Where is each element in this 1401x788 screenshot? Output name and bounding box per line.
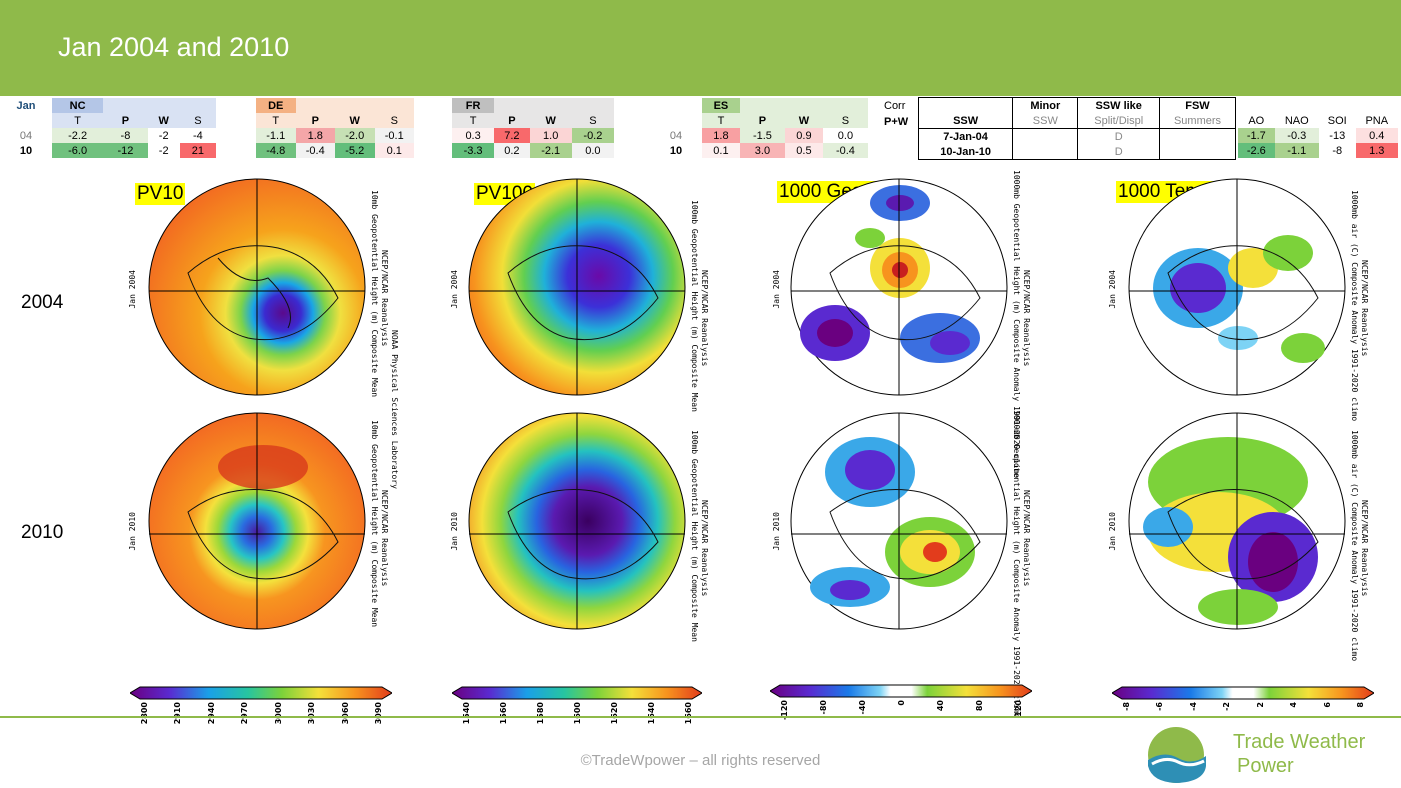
map-title: 1000mb Geopotential Height (m) Composite… xyxy=(1012,170,1021,479)
colorbar-tick-label: 4 xyxy=(1289,702,1299,708)
map-date: Jan 2010 xyxy=(450,512,459,551)
footer-divider xyxy=(0,716,1401,718)
map-date: Jan 2010 xyxy=(772,512,781,551)
map-date: Jan 2004 xyxy=(1108,270,1117,309)
colorbar-temp: -8 -6 -4 -2 2 4 6 8 xyxy=(1111,686,1375,720)
year-label-2004: 2004 xyxy=(21,292,64,313)
colorbar-tick-label: 2940 xyxy=(206,702,216,725)
map-temp-2004 xyxy=(1128,178,1346,396)
colorbar-tick-label: 120 xyxy=(1014,700,1023,717)
map-temp-2010 xyxy=(1128,412,1346,630)
brand-name: Trade Weather Power xyxy=(1233,731,1366,777)
map-geopot-2010 xyxy=(790,412,1008,630)
map-title: 100mb Geopotential Height (m) Composite … xyxy=(690,430,699,642)
map-title: 1000mb air (C) Composite Anomaly 1991-20… xyxy=(1350,190,1359,422)
colorbar-tick-label: 2910 xyxy=(173,702,183,725)
region-name: FR xyxy=(452,98,495,113)
colorbar-pv100: 1540 1560 1580 1600 1620 1640 1660 xyxy=(451,686,703,724)
map-title: 1000mb Geopotential Height (m) Composite… xyxy=(1012,410,1021,719)
map-source: NCEP/NCAR Reanalysis xyxy=(700,270,709,367)
table-row: -3.3 0.2 -2.1 0.0 xyxy=(452,143,614,158)
table-fr: FR T P W S 0.3 7.2 1.0 -0.2 -3.3 0.2 -2.… xyxy=(452,98,614,158)
map-date: Jan 2004 xyxy=(128,270,137,309)
header-banner: Jan 2004 and 2010 xyxy=(0,0,1401,96)
region-name: ES xyxy=(702,98,740,113)
table-row: -4.8 -0.4 -5.2 0.1 xyxy=(256,143,414,158)
colorbar-tick-label: -80 xyxy=(819,700,828,715)
colorbar-pv10: 2800 2910 2940 2970 3000 3030 3060 3090 xyxy=(129,686,393,724)
map-geopot-2004 xyxy=(790,178,1008,396)
page-title: Jan 2004 and 2010 xyxy=(58,32,290,62)
colorbar-tick-label: 2970 xyxy=(240,702,250,725)
colorbar-tick-label: 40 xyxy=(936,700,945,712)
region-name: NC xyxy=(52,98,104,113)
brand-logo xyxy=(1148,727,1206,783)
table-row: 10-Jan-10 D xyxy=(918,144,1237,160)
map-pv100-2010 xyxy=(468,412,686,630)
colorbar-tick-label: 0 xyxy=(897,700,906,706)
map-pv10-2010 xyxy=(148,412,366,630)
map-title: 10mb Geopotential Height (m) Composite M… xyxy=(370,420,379,628)
map-date: Jan 2010 xyxy=(128,512,137,551)
map-source: NCEP/NCAR Reanalysis xyxy=(380,250,389,347)
panel-label-pv10: PV10 xyxy=(135,183,186,205)
colorbar-tick-label: -2 xyxy=(1222,702,1232,711)
map-source: NCEP/NCAR Reanalysis xyxy=(1360,500,1369,597)
map-pv100-2004 xyxy=(468,178,686,396)
map-source: NCEP/NCAR Reanalysis xyxy=(1022,270,1031,367)
map-source: NCEP/NCAR Reanalysis xyxy=(700,500,709,597)
colorbar-geopot: -120 -80 -40 0 40 80 120 xyxy=(769,684,1033,720)
month-label: Jan xyxy=(16,99,36,112)
table-row: -2.6 -1.1 -8 1.3 xyxy=(1238,143,1398,158)
colorbar-tick-label: 80 xyxy=(975,700,984,712)
colorbar-tick-label: 3030 xyxy=(307,702,317,725)
map-date: Jan 2004 xyxy=(450,270,459,309)
map-date: Jan 2010 xyxy=(1108,512,1117,551)
map-source: NCEP/NCAR Reanalysis xyxy=(1022,490,1031,587)
table-row: 0.3 7.2 1.0 -0.2 xyxy=(452,128,614,143)
region-name: DE xyxy=(256,98,296,113)
colorbar-tick-label: 3000 xyxy=(273,702,283,725)
map-source: NCEP/NCAR Reanalysis xyxy=(380,490,389,587)
colorbar-tick-label: 1540 xyxy=(462,702,471,725)
map-lab: NOAA Physical Sciences Laboratory xyxy=(390,330,399,489)
table-row: 04 1.8 -1.5 0.9 0.0 xyxy=(669,128,854,143)
colorbar-tick-label: 8 xyxy=(1356,702,1365,708)
colorbar-tick-label: -40 xyxy=(858,700,867,715)
table-row: -1.1 1.8 -2.0 -0.1 xyxy=(256,128,414,143)
table-row: 10 0.1 3.0 0.5 -0.4 xyxy=(650,143,868,158)
colorbar-tick-label: 3060 xyxy=(340,702,350,725)
colorbar-tick-label: 6 xyxy=(1322,702,1332,708)
table-row: 7-Jan-04 D xyxy=(918,128,1237,144)
colorbar-tick-label: 1580 xyxy=(536,702,545,725)
colorbar-tick-label: -8 xyxy=(1122,702,1131,711)
table-row: -1.7 -0.3 -13 0.4 xyxy=(1238,128,1398,143)
map-title: 10mb Geopotential Height (m) Composite M… xyxy=(370,190,379,398)
colorbar-tick-label: 1600 xyxy=(573,702,582,725)
map-pv10-2004 xyxy=(148,178,366,396)
table-row: 10 -6.0 -12 -2 21 xyxy=(0,143,216,158)
colorbar-tick-label: 1660 xyxy=(684,702,693,725)
table-es: ES T P W S 04 1.8 -1.5 0.9 0.0 10 0.1 3.… xyxy=(650,98,868,158)
table-nc: Jan NC T P W S 04 -2.2 -8 -2 -4 10 -6.0 … xyxy=(0,98,216,158)
colorbar-tick-label: -6 xyxy=(1155,702,1165,711)
colorbar-tick-label: 1640 xyxy=(647,702,656,725)
colorbar-tick-label: 2 xyxy=(1255,702,1265,708)
table-row: 04 -2.2 -8 -2 -4 xyxy=(19,128,203,143)
colorbar-tick-label: 2800 xyxy=(140,702,149,725)
colorbar-tick-label: 3090 xyxy=(374,702,383,725)
table-de: DE T P W S -1.1 1.8 -2.0 -0.1 -4.8 -0.4 … xyxy=(256,98,414,158)
colorbar-tick-label: 1620 xyxy=(610,702,619,725)
colorbar-tick-label: 1560 xyxy=(499,702,508,725)
map-source: NCEP/NCAR Reanalysis xyxy=(1360,260,1369,357)
colorbar-tick-label: -4 xyxy=(1188,702,1198,711)
map-title: 100mb Geopotential Height (m) Composite … xyxy=(690,200,699,412)
map-title: 1000mb air (C) Composite Anomaly 1991-20… xyxy=(1350,430,1359,662)
corr-label: Corr P+W xyxy=(884,100,909,128)
map-date: Jan 2004 xyxy=(772,270,781,309)
copyright: ©TradeWpower – all rights reserved xyxy=(580,752,821,769)
table-indices: AO NAO SOI PNA -1.7 -0.3 -13 0.4 -2.6 -1… xyxy=(1238,98,1398,158)
year-label-2010: 2010 xyxy=(21,522,64,543)
table-ssw: Minor SSW like FSW SSW SSW Split/Displ S… xyxy=(918,97,1237,160)
